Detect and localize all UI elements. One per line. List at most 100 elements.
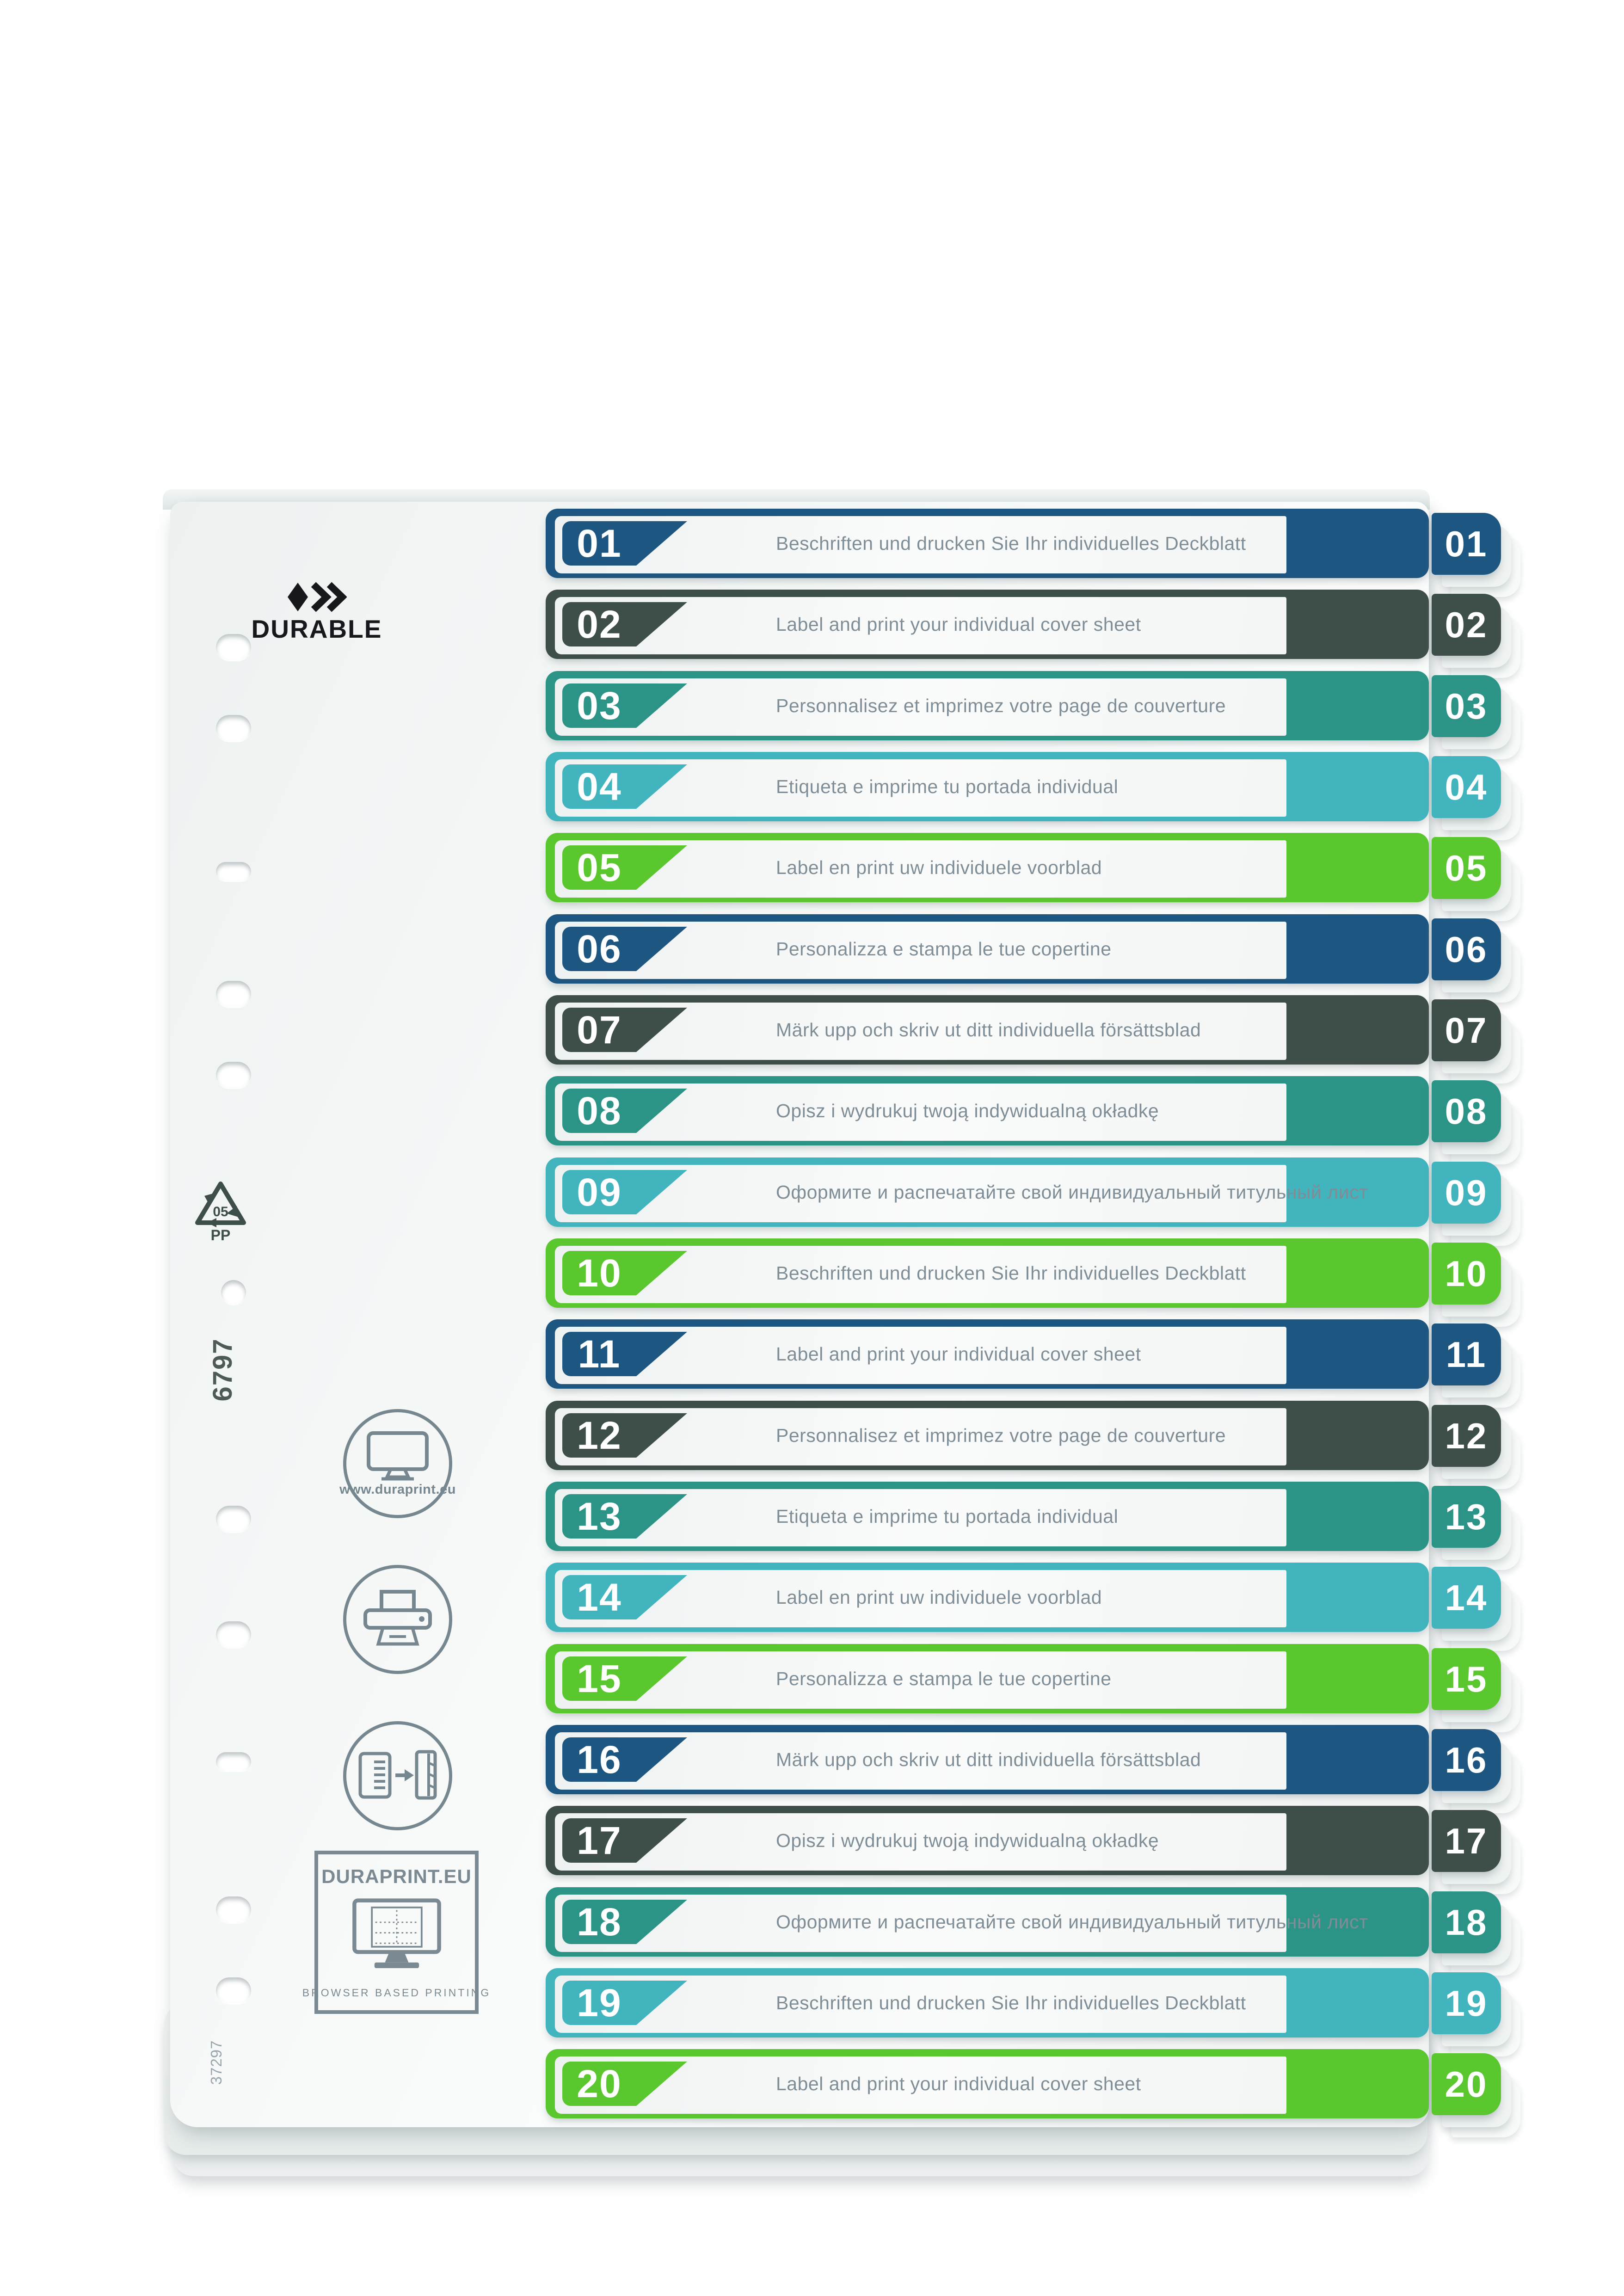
printer-icon xyxy=(363,1590,432,1646)
punch-hole xyxy=(221,1280,246,1305)
tab-number: 05 xyxy=(1445,847,1488,888)
index-tab: 09 xyxy=(1432,1162,1520,1246)
row-badge-slant xyxy=(636,1494,687,1539)
index-row: 15 Personalizza e stampa le tue copertin… xyxy=(546,1644,1520,1732)
row-number-badge: 12 xyxy=(562,1413,636,1458)
punch-hole xyxy=(216,981,251,1008)
row-number: 14 xyxy=(577,1575,622,1619)
index-tab: 13 xyxy=(1432,1486,1520,1570)
row-number: 16 xyxy=(577,1737,622,1781)
row-label: Etiqueta e imprime tu portada individual xyxy=(776,1505,1119,1527)
row-number-badge: 06 xyxy=(562,927,636,971)
row-number: 12 xyxy=(577,1413,622,1457)
row-badge-slant xyxy=(636,1332,687,1376)
row-badge-slant xyxy=(636,1413,687,1458)
tab-number: 02 xyxy=(1445,604,1488,645)
row-number-badge: 01 xyxy=(562,521,636,566)
monitor-icon xyxy=(367,1431,429,1480)
row-label: Märk upp och skriv ut ditt individuella … xyxy=(776,1019,1201,1040)
row-badge-slant xyxy=(636,683,687,728)
durable-logo-mark-icon xyxy=(288,582,347,612)
index-tab: 05 xyxy=(1432,837,1520,921)
index-tab: 03 xyxy=(1432,675,1520,759)
row-number: 19 xyxy=(577,1981,622,2025)
row-number-badge: 18 xyxy=(562,1900,636,1944)
tab-number: 18 xyxy=(1445,1902,1488,1943)
row-label: Personnalisez et imprimez votre page de … xyxy=(776,695,1226,716)
row-label: Label en print uw individuele voorblad xyxy=(776,856,1102,878)
row-label: Opisz i wydrukuj twoją indywidualną okła… xyxy=(776,1829,1159,1851)
punch-hole xyxy=(216,1977,251,2004)
row-number-badge: 13 xyxy=(562,1494,636,1539)
row-label: Personalizza e stampa le tue copertine xyxy=(776,938,1112,960)
row-number: 09 xyxy=(577,1170,622,1214)
tab-number: 10 xyxy=(1445,1253,1488,1294)
row-number-badge: 07 xyxy=(562,1008,636,1052)
row-number-badge: 05 xyxy=(562,845,636,890)
row-badge-slant xyxy=(636,1656,687,1701)
row-number: 20 xyxy=(577,2062,622,2105)
duraprint-box-subtitle: BROWSER BASED PRINTING xyxy=(302,1987,491,1999)
row-badge-slant xyxy=(636,845,687,890)
row-badge-slant xyxy=(636,602,687,646)
index-row: 18 Оформите и распечатайте свой индивиду… xyxy=(546,1887,1520,1976)
punch-hole xyxy=(216,1062,251,1089)
tab-number: 15 xyxy=(1445,1658,1488,1699)
production-code: 37297 xyxy=(208,2040,225,2085)
index-tab: 20 xyxy=(1432,2053,1520,2137)
row-label: Label en print uw individuele voorblad xyxy=(776,1586,1102,1608)
index-row: 04 Etiqueta e imprime tu portada individ… xyxy=(546,752,1520,840)
row-number-badge: 16 xyxy=(562,1737,636,1782)
row-label: Label and print your individual cover sh… xyxy=(776,613,1141,635)
row-number: 03 xyxy=(577,683,622,727)
row-number-badge: 19 xyxy=(562,1981,636,2025)
svg-text:PP: PP xyxy=(211,1227,231,1243)
tab-number: 03 xyxy=(1445,685,1488,726)
tab-number: 06 xyxy=(1445,929,1488,970)
row-number: 17 xyxy=(577,1818,622,1862)
row-badge-slant xyxy=(636,1251,687,1295)
index-tab: 08 xyxy=(1432,1080,1520,1164)
row-number-badge: 17 xyxy=(562,1818,636,1863)
duraprint-box-monitor-icon xyxy=(352,1898,441,1969)
row-label: Opisz i wydrukuj twoją indywidualną okła… xyxy=(776,1100,1159,1121)
row-badge-slant xyxy=(636,1089,687,1133)
index-row: 14 Label en print uw individuele voorbla… xyxy=(546,1563,1520,1651)
duraprint-monitor-circle: www.duraprint.eu xyxy=(339,1409,455,1518)
row-number: 02 xyxy=(577,602,622,646)
row-number-badge: 10 xyxy=(562,1251,636,1295)
transfer-circle xyxy=(343,1721,452,1830)
index-tab: 14 xyxy=(1432,1567,1520,1651)
row-badge-slant xyxy=(636,521,687,566)
index-row: 12 Personnalisez et imprimez votre page … xyxy=(546,1401,1520,1489)
index-tab: 12 xyxy=(1432,1405,1520,1489)
row-label: Personalizza e stampa le tue copertine xyxy=(776,1668,1112,1689)
row-number-badge: 11 xyxy=(562,1332,636,1376)
index-row: 11 Label and print your individual cover… xyxy=(546,1319,1520,1408)
tab-number: 07 xyxy=(1445,1010,1488,1051)
index-row: 01 Beschriften und drucken Sie Ihr indiv… xyxy=(546,509,1520,597)
row-number: 13 xyxy=(577,1494,622,1538)
tab-number: 16 xyxy=(1445,1739,1488,1780)
row-label: Beschriften und drucken Sie Ihr individu… xyxy=(776,1262,1246,1284)
tab-number: 09 xyxy=(1445,1172,1488,1213)
row-label: Etiqueta e imprime tu portada individual xyxy=(776,776,1119,797)
index-tab: 06 xyxy=(1432,918,1520,1003)
row-number: 10 xyxy=(577,1251,622,1295)
index-row: 19 Beschriften und drucken Sie Ihr indiv… xyxy=(546,1968,1520,2056)
row-label: Label and print your individual cover sh… xyxy=(776,2073,1141,2094)
index-tab: 04 xyxy=(1432,756,1520,840)
row-label: Label and print your individual cover sh… xyxy=(776,1343,1141,1365)
index-row: 13 Etiqueta e imprime tu portada individ… xyxy=(546,1482,1520,1570)
tab-number: 11 xyxy=(1446,1334,1487,1375)
index-row: 09 Оформите и распечатайте свой индивиду… xyxy=(546,1157,1520,1246)
row-label: Personnalisez et imprimez votre page de … xyxy=(776,1424,1226,1446)
row-number: 01 xyxy=(577,521,622,565)
index-tab: 17 xyxy=(1432,1810,1520,1894)
index-tab: 01 xyxy=(1432,513,1520,597)
recycling-icon: 05 PP xyxy=(191,1178,251,1243)
row-number: 06 xyxy=(577,927,622,971)
row-number-badge: 20 xyxy=(562,2062,636,2106)
printer-circle xyxy=(343,1565,452,1674)
tab-number: 19 xyxy=(1445,1982,1488,2024)
